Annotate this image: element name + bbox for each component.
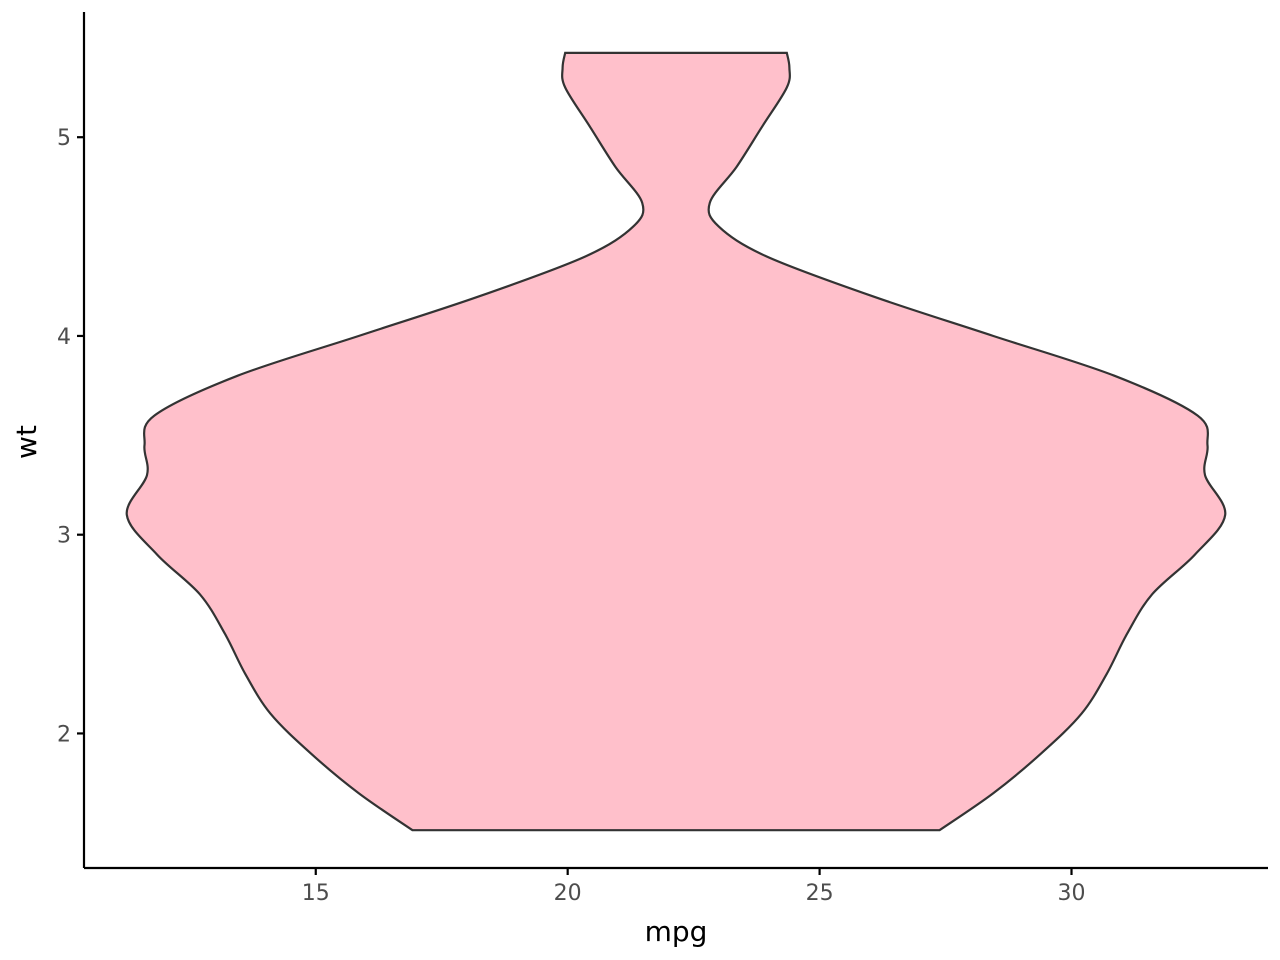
y-axis-title: wt	[10, 425, 43, 459]
x-tick-label: 15	[302, 881, 330, 906]
x-tick-label: 30	[1058, 881, 1086, 906]
violin-shape	[125, 51, 1227, 832]
plot-layer	[125, 51, 1227, 832]
y-tick-label: 5	[57, 126, 71, 151]
x-axis-title: mpg	[645, 915, 708, 948]
x-tick-label: 25	[806, 881, 834, 906]
y-tick-label: 3	[57, 524, 71, 549]
y-tick-label: 4	[57, 325, 71, 350]
x-tick-label: 20	[554, 881, 582, 906]
y-tick-label: 2	[57, 722, 71, 747]
ticks-layer: 15 20 25 30 2 3 4 5	[57, 126, 1086, 906]
